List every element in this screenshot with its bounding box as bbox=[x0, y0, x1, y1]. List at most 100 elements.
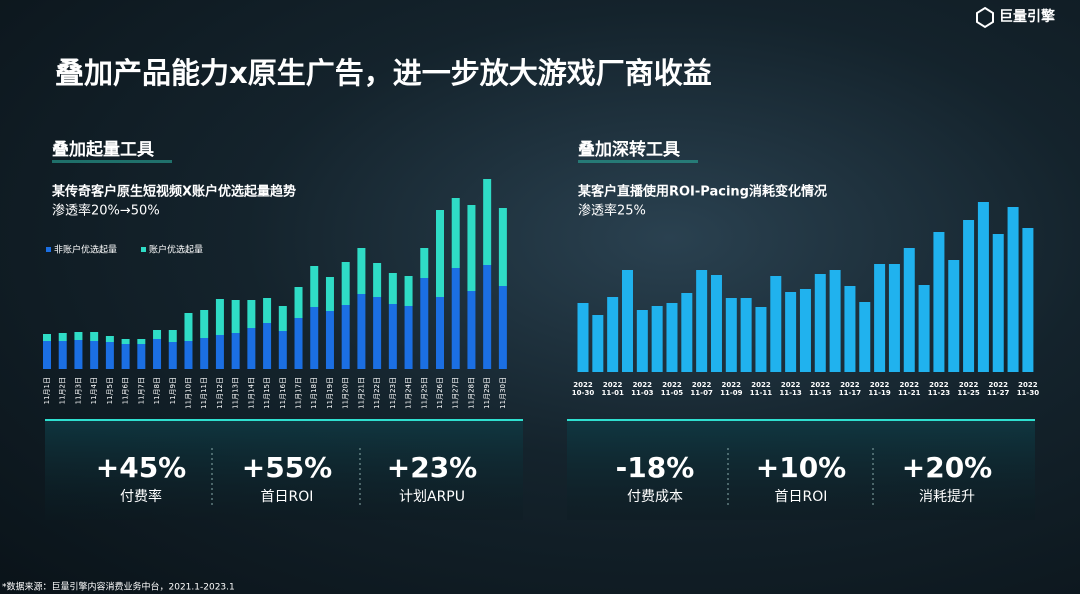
bar bbox=[696, 270, 708, 372]
bar-segment bbox=[310, 266, 319, 307]
chart-title: 某客户直播使用ROI-Pacing消耗变化情况 bbox=[577, 184, 827, 200]
bar-segment bbox=[278, 306, 287, 331]
bar-segment bbox=[121, 339, 130, 344]
bar-segment bbox=[483, 265, 492, 369]
bar-segment bbox=[420, 248, 429, 278]
bar-segment bbox=[105, 336, 114, 342]
x-tick-label: 2022 11-03 bbox=[631, 381, 654, 397]
bar-segment bbox=[278, 331, 287, 369]
bar-segment bbox=[74, 332, 83, 340]
x-tick-label: 2022 11-07 bbox=[690, 381, 713, 397]
x-tick-label: 11月11日 bbox=[200, 377, 208, 409]
bar bbox=[963, 220, 975, 372]
bar bbox=[1022, 228, 1034, 372]
x-tick-label: 11月3日 bbox=[74, 377, 82, 404]
bar-segment bbox=[90, 341, 99, 369]
x-tick-label: 2022 11-17 bbox=[838, 381, 862, 397]
bar bbox=[888, 264, 900, 372]
stat-label: 付费成本 bbox=[627, 489, 683, 505]
x-tick-label: 2022 11-19 bbox=[868, 381, 891, 397]
x-tick-label: 11月1日 bbox=[43, 377, 51, 404]
bar bbox=[666, 303, 678, 372]
bar bbox=[799, 289, 811, 372]
bar bbox=[770, 276, 782, 372]
bar-segment bbox=[467, 291, 476, 369]
bar-segment bbox=[467, 205, 476, 291]
bar-segment bbox=[153, 339, 162, 369]
bar-segment bbox=[247, 300, 256, 328]
x-tick-label: 11月24日 bbox=[405, 377, 413, 409]
bar-segment bbox=[231, 300, 240, 333]
bar-segment bbox=[215, 335, 224, 369]
bar bbox=[933, 232, 945, 372]
footer: *数据来源：巨量引擎内容消费业务中台，2021.1-2023.1 bbox=[2, 581, 235, 593]
bar-segment bbox=[325, 277, 334, 311]
bar bbox=[621, 270, 633, 372]
x-tick-label: 11月28日 bbox=[467, 377, 475, 409]
stat-label: 首日ROI bbox=[775, 489, 828, 505]
x-tick-label: 11月26日 bbox=[436, 377, 444, 409]
bar bbox=[710, 275, 722, 372]
bar-segment bbox=[498, 208, 507, 286]
bar-segment bbox=[404, 306, 413, 369]
bar-segment bbox=[58, 341, 67, 369]
bar-segment bbox=[231, 333, 240, 369]
stat-label: 付费率 bbox=[120, 488, 162, 505]
bar bbox=[577, 303, 589, 372]
section-heading: 叠加深转工具 bbox=[578, 139, 680, 160]
chart-title: 某传奇客户原生短视频X账户优选起量趋势 bbox=[51, 184, 296, 200]
x-tick-label: 2022 11-01 bbox=[601, 381, 624, 397]
bar-segment bbox=[200, 338, 209, 369]
bar-segment bbox=[247, 328, 256, 369]
x-tick-label: 2022 11-13 bbox=[779, 381, 802, 397]
x-tick-label: 11月8日 bbox=[153, 377, 161, 404]
x-tick-label: 11月18日 bbox=[310, 377, 318, 409]
bar bbox=[859, 302, 871, 372]
x-tick-label: 11月21日 bbox=[357, 377, 365, 409]
bar bbox=[592, 315, 604, 372]
x-tick-label: 11月6日 bbox=[122, 377, 130, 404]
x-tick-label: 11月30日 bbox=[499, 377, 507, 409]
x-tick-label: 11月9日 bbox=[169, 377, 177, 404]
bar-segment bbox=[43, 334, 51, 341]
x-tick-label: 2022 11-05 bbox=[660, 381, 684, 397]
heading-underline bbox=[52, 160, 172, 163]
x-tick-label: 11月15日 bbox=[263, 377, 271, 409]
bar bbox=[992, 234, 1004, 372]
x-tick-label: 11月14日 bbox=[247, 377, 255, 409]
bar-segment bbox=[388, 304, 397, 369]
x-tick-label: 2022 11-27 bbox=[987, 381, 1010, 397]
bar-segment bbox=[310, 307, 319, 369]
x-tick-label: 11月27日 bbox=[452, 377, 460, 409]
x-tick-label: 2022 11-30 bbox=[1016, 381, 1040, 397]
bar bbox=[740, 298, 752, 372]
bar-segment bbox=[341, 262, 350, 305]
bar bbox=[829, 270, 841, 372]
x-tick-label: 11月16日 bbox=[279, 377, 287, 409]
stats-panel bbox=[45, 420, 523, 520]
bar-segment bbox=[184, 313, 193, 341]
bar-segment bbox=[121, 344, 130, 369]
bar-segment bbox=[451, 268, 460, 369]
bar bbox=[785, 292, 797, 372]
x-tick-label: 11月12日 bbox=[216, 377, 224, 409]
x-tick-label: 2022 10-30 bbox=[571, 381, 595, 397]
bar bbox=[844, 286, 856, 372]
bar bbox=[918, 285, 930, 372]
x-tick-label: 11月4日 bbox=[90, 377, 98, 404]
bar-segment bbox=[325, 311, 334, 369]
stat-value: +23% bbox=[387, 451, 477, 484]
logo-text: 巨量引擎 bbox=[999, 8, 1055, 25]
bar-segment bbox=[357, 248, 366, 294]
x-tick-label: 11月23日 bbox=[389, 377, 397, 409]
stat-label: 首日ROI bbox=[261, 489, 314, 505]
bar-segment bbox=[451, 198, 460, 268]
bar bbox=[651, 306, 663, 372]
stat-label: 计划ARPU bbox=[399, 489, 465, 505]
legend-swatch bbox=[141, 247, 146, 252]
bar bbox=[636, 310, 648, 372]
stat-value: -18% bbox=[616, 451, 695, 484]
heading-underline bbox=[578, 160, 698, 163]
bar-segment bbox=[43, 341, 51, 369]
